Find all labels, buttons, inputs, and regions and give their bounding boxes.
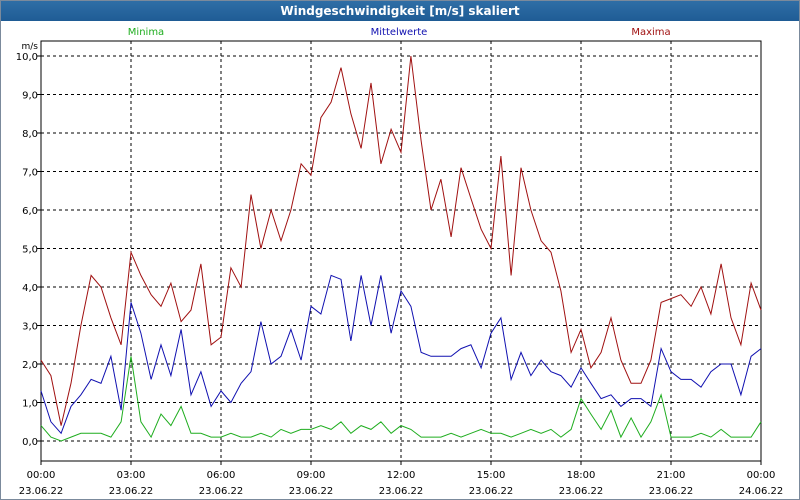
x-tick-date: 24.06.22 [739, 486, 784, 497]
x-tick-time: 12:00 [387, 470, 416, 481]
x-tick-time: 15:00 [477, 470, 506, 481]
y-tick-label: 4,0 [22, 283, 38, 294]
x-tick-date: 23.06.22 [469, 486, 514, 497]
y-axis-label: m/s [22, 42, 39, 52]
y-tick-label: 7,0 [22, 168, 38, 179]
y-tick-label: 8,0 [22, 129, 38, 140]
x-tick-date: 23.06.22 [199, 486, 244, 497]
x-tick-time: 18:00 [567, 470, 596, 481]
y-tick-label: 2,0 [22, 360, 38, 371]
series-line-minima [40, 356, 762, 442]
x-tick-time: 09:00 [297, 470, 326, 481]
y-tick-label: 10,0 [16, 52, 38, 63]
x-tick-time: 03:00 [117, 470, 146, 481]
legend-minima: Minima [128, 27, 164, 38]
series-line-maxima [40, 55, 762, 426]
x-tick-date: 23.06.22 [379, 486, 424, 497]
x-tick-time: 06:00 [207, 470, 236, 481]
x-tick-date: 23.06.22 [289, 486, 334, 497]
y-tick-label: 0,0 [22, 437, 38, 448]
y-tick-label: 3,0 [22, 322, 38, 333]
y-tick-label: 5,0 [22, 245, 38, 256]
y-tick-label: 1,0 [22, 399, 38, 410]
x-tick-time: 21:00 [657, 470, 686, 481]
x-tick-date: 23.06.22 [649, 486, 694, 497]
legend-maxima: Maxima [631, 27, 670, 38]
legend-mittelwerte: Mittelwerte [371, 27, 428, 38]
x-tick-date: 23.06.22 [559, 486, 604, 497]
x-tick-date: 23.06.22 [19, 486, 64, 497]
x-tick-time: 00:00 [747, 470, 776, 481]
x-tick-time: 00:00 [27, 470, 56, 481]
series-line-mittelwerte [40, 274, 762, 435]
y-tick-label: 6,0 [22, 206, 38, 217]
x-tick-date: 23.06.22 [109, 486, 154, 497]
chart-title: Windgeschwindigkeit [m/s] skaliert [1, 1, 799, 21]
y-tick-label: 9,0 [22, 91, 38, 102]
